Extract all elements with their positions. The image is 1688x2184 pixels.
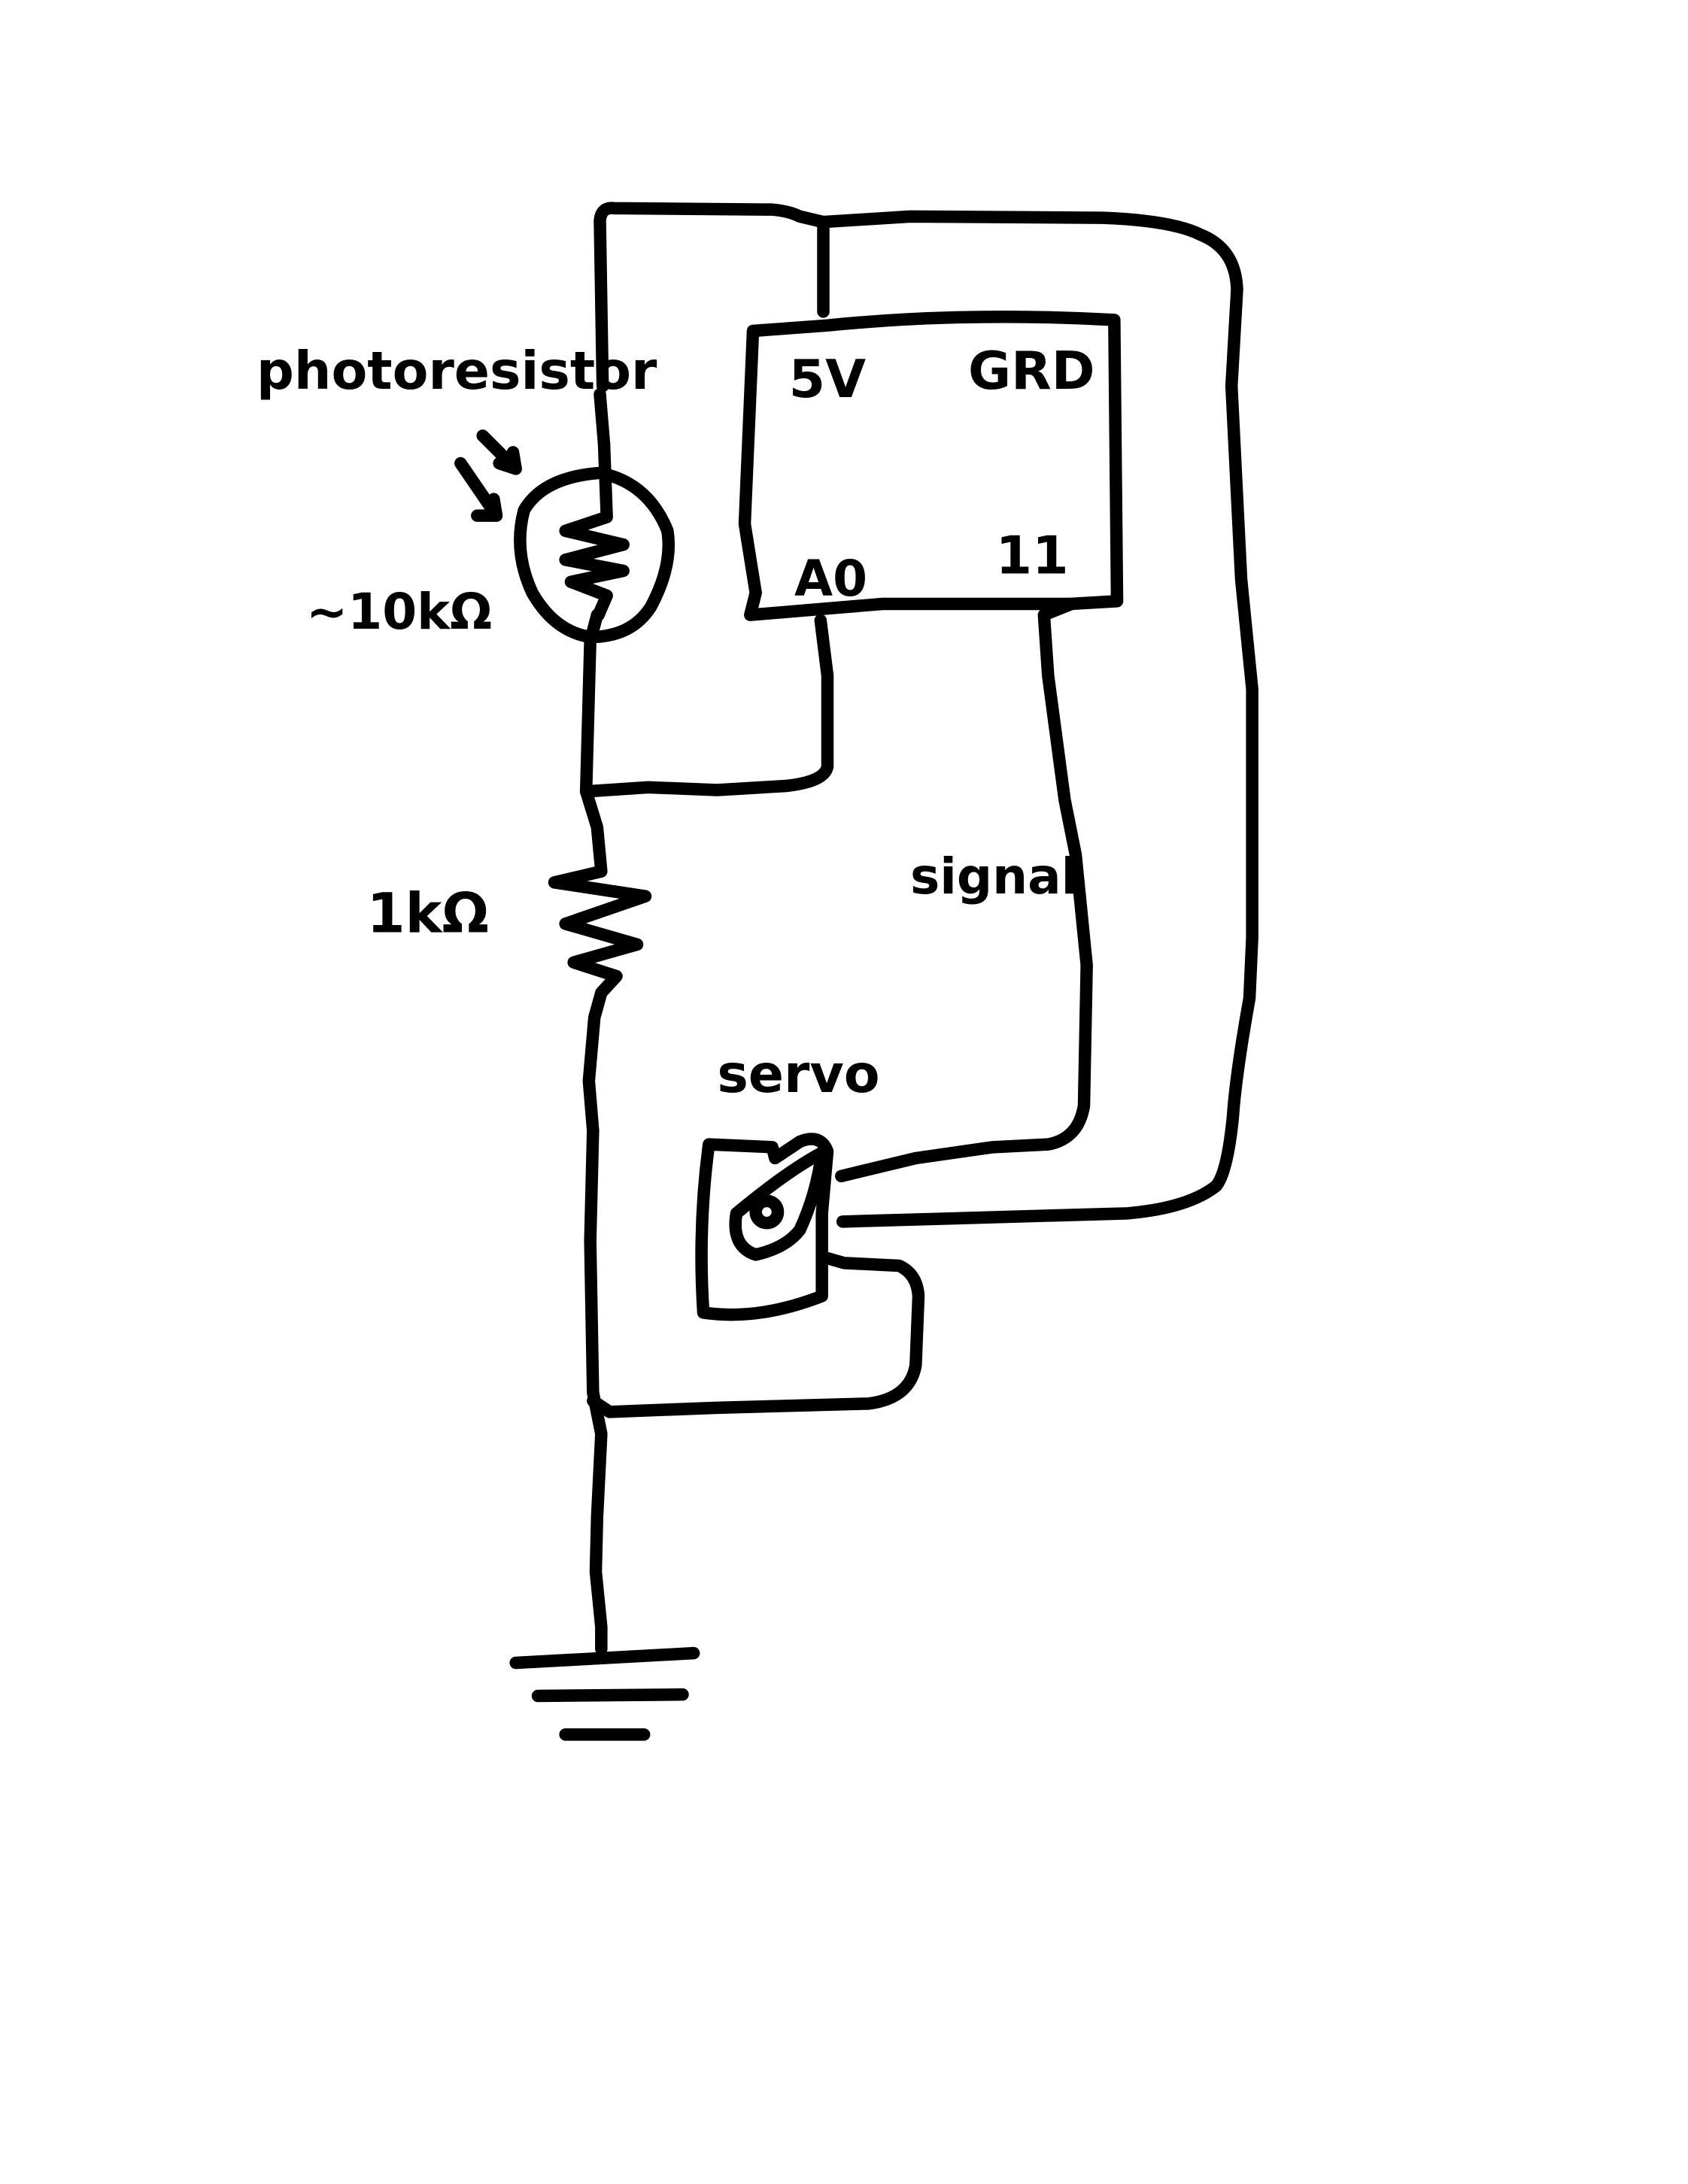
photoresistor-symbol [454, 429, 676, 644]
signal-label: signal [910, 848, 1078, 905]
wire-a0-junction [579, 614, 834, 798]
pin-5v-label: 5V [789, 349, 866, 410]
pin-grd-label: GRD [968, 341, 1095, 402]
wire-left-rail-upper [594, 388, 611, 450]
light-arrow-icon [476, 429, 522, 475]
wire-ground-loop [817, 210, 1258, 1228]
servo-symbol [695, 1133, 834, 1321]
pin-a0-label: A0 [794, 550, 867, 608]
wire-signal [835, 597, 1093, 1183]
pin-11-label: 11 [996, 526, 1069, 587]
resistor-value-label: 1kΩ [367, 881, 489, 945]
wire-servo-power [587, 1251, 925, 1418]
servo-label: servo [717, 1044, 879, 1105]
wire-lower-rail [584, 1124, 608, 1655]
photoresistor-label: photoresistor [257, 341, 657, 402]
light-arrow-icon [454, 457, 503, 522]
photoresistor-value-label: ~10kΩ [306, 583, 492, 641]
wire-5v-to-left-rail [594, 202, 830, 393]
resistor-1k [548, 785, 652, 1137]
ground-symbol [509, 1646, 700, 1741]
